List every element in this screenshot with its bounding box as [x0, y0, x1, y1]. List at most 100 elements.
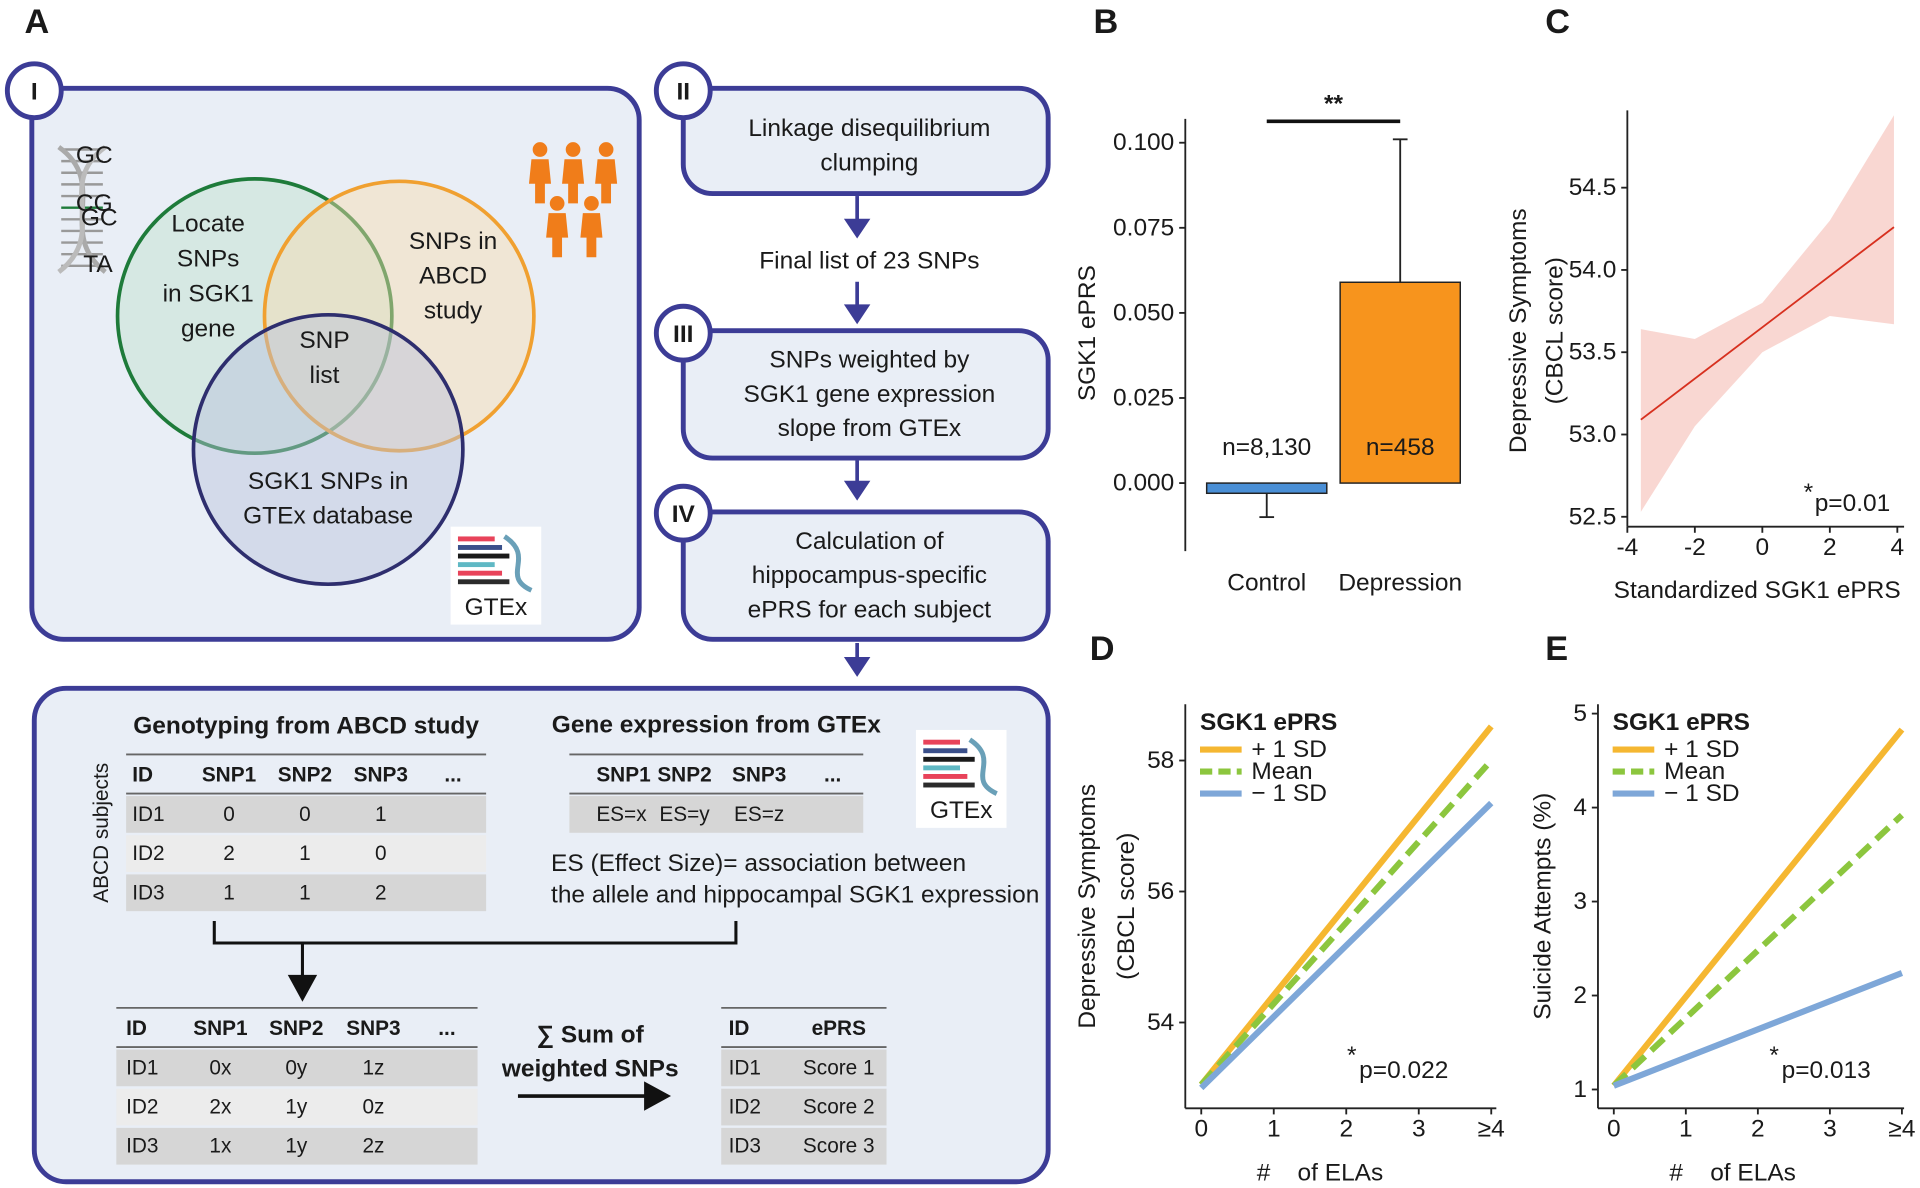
- label: 0: [1756, 534, 1770, 561]
- gtex-bar: [923, 765, 960, 771]
- label: Final list of 23 SNPs: [759, 247, 979, 274]
- label: 2: [223, 842, 235, 865]
- label: GC: [76, 142, 113, 169]
- person-body: [580, 213, 603, 258]
- table-row: [721, 1049, 887, 1087]
- label: SNP3: [346, 1017, 400, 1040]
- label: SNPs in: [409, 228, 497, 255]
- label: 0: [375, 842, 387, 865]
- label: 2: [375, 881, 387, 904]
- box-step-2: [680, 85, 1051, 197]
- label: SNPs: [177, 246, 240, 273]
- label: study: [424, 298, 483, 325]
- label: GTEx: [465, 594, 528, 621]
- label: 58: [1147, 747, 1174, 774]
- label: ...: [444, 764, 461, 787]
- bar: [1205, 482, 1328, 495]
- table-row: [126, 796, 487, 833]
- label: 3: [1823, 1116, 1837, 1143]
- label: *: [1347, 1042, 1357, 1069]
- label: Depressive Symptoms: [1074, 784, 1101, 1029]
- person-head: [532, 142, 548, 157]
- label: SNP3: [732, 764, 786, 787]
- label: 1: [1573, 1076, 1587, 1103]
- person-body: [562, 159, 585, 204]
- label: − 1 SD: [1251, 780, 1327, 807]
- label: 54: [1147, 1009, 1174, 1036]
- label: 56: [1147, 878, 1174, 905]
- label: II: [676, 78, 690, 105]
- label: ES=z: [734, 803, 784, 826]
- label: D: [1090, 630, 1115, 668]
- label: ID2: [126, 1096, 158, 1119]
- label: 0z: [362, 1096, 384, 1119]
- person-body: [595, 159, 618, 204]
- table-row: [116, 1127, 478, 1165]
- label: SGK1 ePRS: [1613, 709, 1750, 736]
- label: (CBCL score): [1542, 257, 1569, 404]
- label: -2: [1684, 534, 1706, 561]
- table-row: [126, 874, 487, 912]
- label: GC: [81, 205, 118, 232]
- label: Mean: [1664, 758, 1725, 785]
- label: Linkage disequilibrium: [748, 115, 990, 142]
- label: 4: [1573, 794, 1587, 821]
- label: SNP1: [596, 764, 650, 787]
- dna-icon: [57, 145, 107, 274]
- table-row: [721, 1127, 887, 1165]
- label: 0: [299, 803, 311, 826]
- label: A: [24, 3, 49, 41]
- label: + 1 SD: [1251, 736, 1327, 763]
- label: − 1 SD: [1664, 780, 1740, 807]
- label: ID1: [126, 1056, 158, 1079]
- label: GTEx: [930, 797, 993, 824]
- label: *: [1804, 479, 1814, 506]
- label: SNP1: [193, 1017, 247, 1040]
- label: slope from GTEx: [778, 415, 962, 442]
- series-line: [1611, 727, 1905, 1088]
- bracket: [212, 920, 738, 978]
- label: 0: [223, 803, 235, 826]
- label: Standardized SGK1 ePRS: [1614, 577, 1901, 604]
- label: 53.0: [1569, 421, 1617, 448]
- label: ≥4: [1478, 1116, 1505, 1143]
- label: IV: [672, 501, 696, 528]
- label: 3: [1412, 1116, 1426, 1143]
- person-head: [565, 142, 581, 157]
- label: 1: [1267, 1116, 1281, 1143]
- venn-circle: [262, 179, 536, 453]
- person-body: [528, 159, 552, 204]
- label: B: [1093, 3, 1118, 41]
- step-badge: [653, 303, 713, 363]
- label: SGK1 ePRS: [1200, 709, 1337, 736]
- label: Suicide Attempts (%): [1529, 793, 1556, 1020]
- box-step-1: [29, 85, 642, 642]
- venn-circle: [191, 312, 465, 587]
- label: 1: [223, 881, 235, 904]
- label: 0: [1194, 1116, 1208, 1143]
- label: ABCD: [419, 263, 487, 290]
- label: SNP3: [354, 764, 408, 787]
- gtex-helix: [503, 534, 533, 593]
- label: C: [1545, 3, 1570, 41]
- label: 0.100: [1113, 129, 1174, 156]
- label: p=0.022: [1359, 1057, 1448, 1084]
- label: SNP2: [278, 764, 332, 787]
- label: 1y: [285, 1096, 308, 1119]
- person-head: [584, 196, 599, 211]
- box-step-4: [680, 509, 1051, 642]
- label: # of ELAs: [1257, 1160, 1384, 1187]
- series-line: [1640, 226, 1895, 421]
- label: hippocampus-specific: [752, 562, 987, 589]
- label: ePRS for each subject: [748, 596, 992, 623]
- gtex-bar: [457, 579, 510, 585]
- label: Depressive Symptoms: [1505, 208, 1532, 453]
- label: GTEx database: [243, 503, 413, 530]
- label: 0: [1607, 1116, 1621, 1143]
- label: ID1: [729, 1056, 761, 1079]
- bar: [1339, 281, 1461, 484]
- label: 2: [1823, 534, 1837, 561]
- label: 53.5: [1569, 339, 1617, 366]
- label: ES=x: [596, 803, 647, 826]
- label: Control: [1227, 569, 1306, 596]
